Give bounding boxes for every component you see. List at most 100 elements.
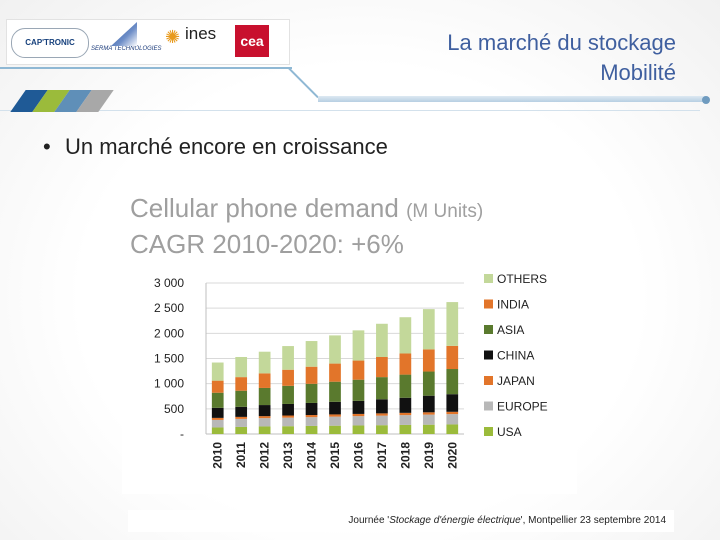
chart-panel: Cellular phone demand (M Units) CAGR 201… [122,174,577,494]
bar-segment-usa [235,426,248,434]
bar-segment-europe [376,415,388,426]
bar-segment-japan [422,412,435,415]
bar-segment-japan [282,415,294,418]
bar-segment-japan [235,416,248,419]
legend-swatch [484,274,493,283]
legend-swatch [484,299,493,309]
slide-title-line2: Mobilité [600,60,676,85]
bar-segment-india [446,345,459,370]
bar-segment-india [352,360,365,380]
bar-segment-europe [235,418,248,427]
bar-segment-others [258,351,271,374]
legend-label: JAPAN [497,374,535,388]
bar-segment-others [211,362,224,381]
chart-title-units: (M Units) [406,201,484,222]
y-tick-label: - [180,427,184,441]
y-tick-label: 1 500 [154,352,184,366]
bar-segment-japan [329,414,341,417]
bar-segment-usa [399,424,412,434]
x-tick-label: 2013 [281,442,295,469]
header-divider-top [0,67,292,69]
slide-title-line1: La marché du stockage [447,30,676,55]
stacked-bar-chart: - 500 1 000 1 500 2 000 2 500 3 000 2010 2011 201… [154,272,548,469]
bar-segment-india [422,349,435,372]
bar-segment-japan [211,417,224,420]
legend-label: USA [497,425,522,439]
y-tick-label: 3 000 [154,276,184,290]
legend-label: CHINA [497,349,534,363]
bar-segment-china [211,407,224,418]
bar-segment-japan [446,411,459,415]
bar-segment-china [376,399,388,414]
footer-suffix: ', Montpellier 23 septembre 2014 [520,515,666,526]
legend-swatch [484,325,493,334]
legend-label: ASIA [497,323,524,337]
bar-segment-usa [305,425,318,434]
x-tick-label: 2017 [375,442,389,469]
bar-segment-europe [258,418,271,427]
legend-swatch [484,401,493,411]
footer-prefix: Journée ' [348,515,390,526]
bar-segment-japan [376,413,388,416]
bar-segment-japan [352,413,365,417]
bar-segment-others [446,302,459,346]
bar-segment-usa [352,425,365,434]
y-tick-label: 500 [164,402,184,416]
bar-segment-india [282,369,294,386]
bullet-symbol: • [43,134,51,159]
bar-segment-india [258,373,271,388]
bar-segment-china [235,406,248,417]
footer-event: Stockage d'énergie électrique [389,515,521,526]
legend-swatch [484,376,493,385]
bar-segment-europe [446,414,459,425]
header-divider-thin [0,110,700,111]
bar-segment-usa [422,424,435,434]
bar-segment-europe [399,415,412,425]
bar-segment-china [399,397,412,413]
x-tick-label: 2012 [258,442,272,469]
captronic-logo: CAP'TRONIC [11,28,89,58]
bar-segment-asia [376,377,388,400]
y-tick-label: 2 000 [154,326,184,340]
slide-title: La marché du stockage Mobilité [356,28,676,88]
bar-segment-asia [422,371,435,396]
x-tick-label: 2020 [445,442,459,469]
bar-segment-india [329,363,341,382]
bar-segment-europe [305,417,318,426]
bar-segment-asia [211,392,224,408]
legend-swatch [484,350,493,360]
x-tick-label: 2019 [422,442,436,469]
bar-segment-asia [399,374,412,398]
bar-segment-others [305,341,318,367]
x-tick-label: 2015 [328,442,342,469]
bar-segment-india [399,353,412,375]
bar-segment-india [211,380,224,393]
bar-segment-asia [352,379,365,401]
bar-segment-japan [399,412,412,416]
bar-segment-india [376,356,388,378]
bar-segment-europe [282,417,294,427]
bullet-text: Un marché encore en croissance [65,134,388,159]
bar-segment-others [352,330,365,361]
bar-segment-others [422,309,435,350]
bar-segment-india [305,366,318,384]
bar-segment-others [329,335,341,364]
ines-logo: ✺ ines [163,22,229,62]
bar-segment-usa [211,427,224,434]
chart-title-line1: Cellular phone demand [130,193,399,223]
x-tick-label: 2010 [211,442,225,469]
bar-segment-asia [282,385,294,404]
header-divider-band [318,96,706,102]
x-tick-label: 2018 [398,442,412,469]
bar-segment-usa [258,426,271,434]
bar-segment-others [376,323,388,357]
chart-title-line2: CAGR 2010-2020: +6% [130,229,404,259]
chart-title: Cellular phone demand (M Units) CAGR 201… [130,192,483,260]
legend-swatch [484,427,493,436]
legend-label: INDIA [497,298,529,312]
header-divider-dot [702,96,710,104]
bar-segment-china [422,395,435,413]
bar-segment-others [282,346,294,370]
bar-segment-asia [329,381,341,402]
bar-segment-china [305,402,318,416]
